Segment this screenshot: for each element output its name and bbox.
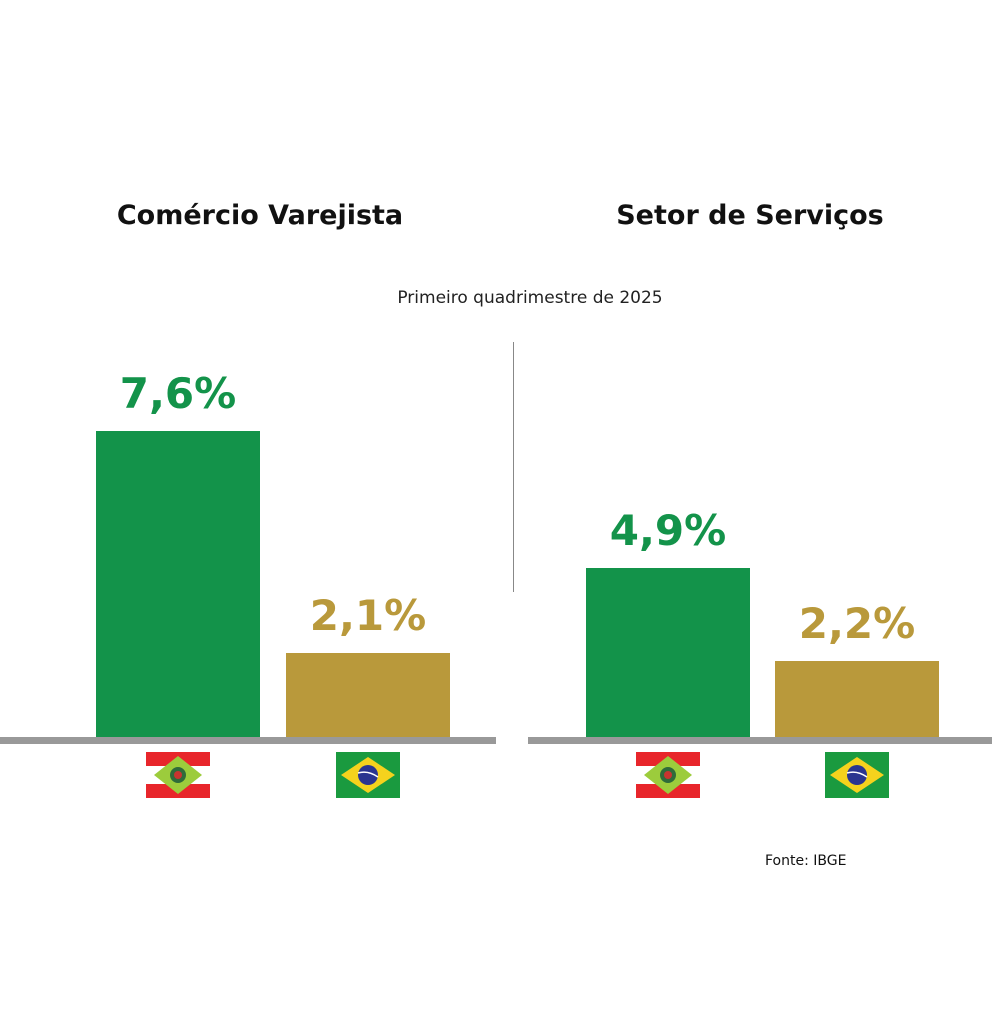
santa-catarina-flag-icon <box>146 752 210 798</box>
bar-services-1 <box>775 661 939 737</box>
brazil-flag-icon <box>825 752 889 798</box>
source-note: Fonte: IBGE <box>765 853 847 869</box>
data-label: 2,2% <box>798 599 916 649</box>
bar-retail-1 <box>286 652 450 737</box>
brazil-flag-icon <box>336 752 400 798</box>
data-label: 4,9% <box>609 505 727 555</box>
data-label: 2,1% <box>309 590 427 640</box>
bar-retail-0 <box>96 431 260 737</box>
chart-title-services: Setor de Serviços <box>616 200 884 231</box>
bar-services-0 <box>586 567 750 737</box>
divider <box>513 342 514 592</box>
axis-retail <box>0 737 496 744</box>
chart-title-retail: Comércio Varejista <box>116 200 404 231</box>
santa-catarina-flag-icon <box>636 752 700 798</box>
subtitle: Primeiro quadrimestre de 2025 <box>397 288 663 308</box>
data-label: 7,6% <box>119 369 237 419</box>
axis-services <box>528 737 992 744</box>
